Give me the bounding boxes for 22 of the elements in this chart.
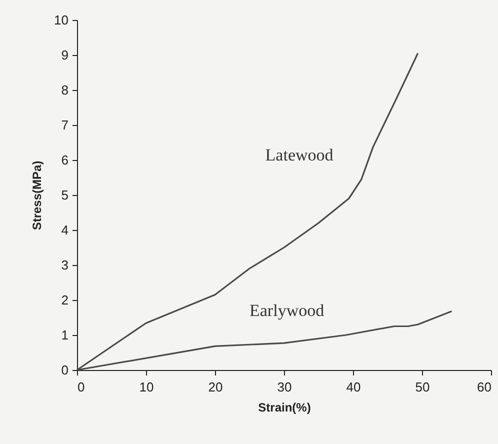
x-tick-label: 40 [346,380,361,394]
y-tick-label: 6 [61,152,68,168]
y-axis-title: Stress(MPa) [30,160,44,230]
x-tick-label: 20 [208,380,223,394]
y-tick-label: 1 [61,328,68,342]
y-tick-label: 7 [61,118,68,132]
y-tick-label: 5 [61,188,68,202]
x-tick-label: 10 [139,380,154,394]
x-tick-label: 50 [415,380,430,394]
x-tick-label: 30 [277,380,292,394]
y-tick-label: 0 [61,362,68,378]
y-tick-label: 2 [61,292,68,308]
x-axis-title: Strain(%) [258,400,311,414]
series-label: Earlywood [250,301,325,320]
y-tick-label: 4 [61,222,68,238]
series-label: Latewood [265,146,334,165]
x-tick-label: 60 [477,380,492,394]
y-tick-label: 10 [54,12,68,28]
x-tick-label: 0 [78,380,85,394]
y-tick-label: 3 [61,258,68,272]
y-tick-label: 8 [61,82,68,98]
y-tick-label: 9 [61,48,68,62]
